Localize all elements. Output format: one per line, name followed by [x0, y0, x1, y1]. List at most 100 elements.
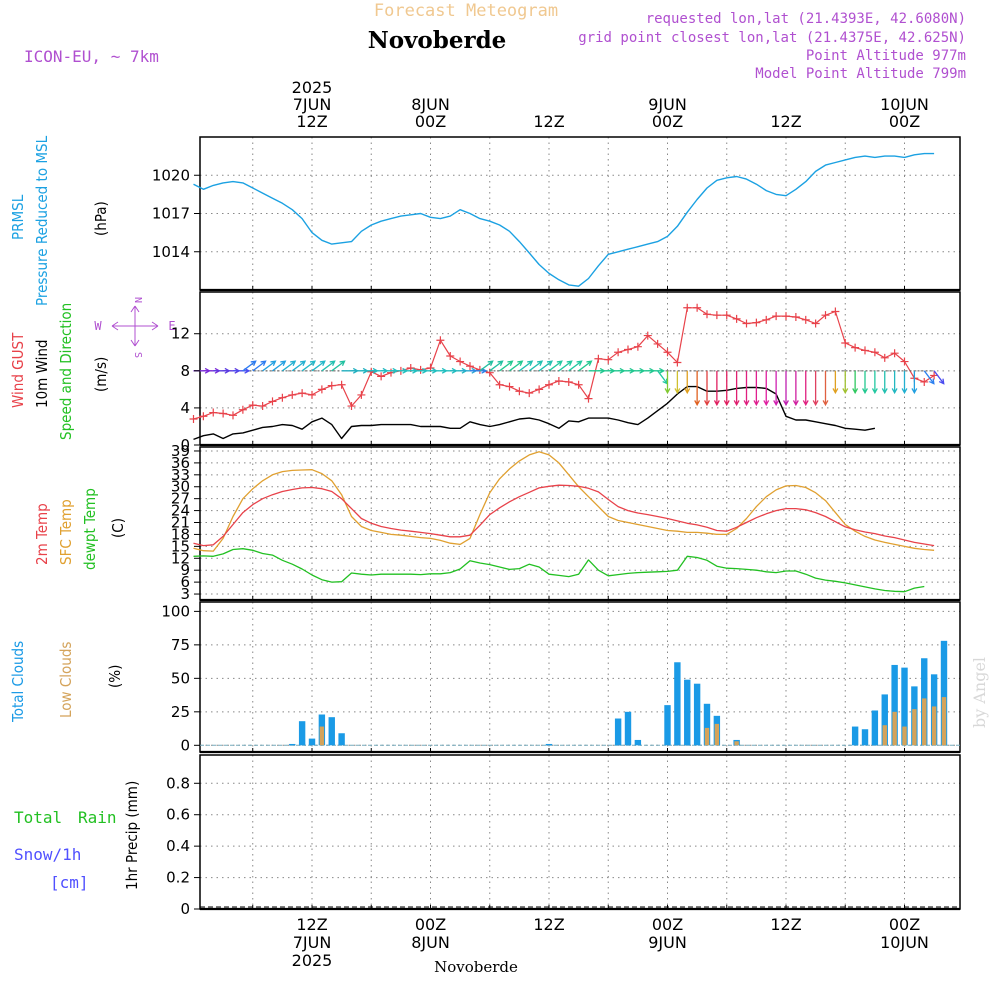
wind-arrow	[291, 360, 307, 372]
bottom-time-label: 2025	[292, 951, 333, 970]
ytick-label-precip: 0.2	[166, 869, 190, 887]
gust-marker	[416, 365, 425, 374]
ytick-label-pressure: 1014	[152, 243, 190, 261]
low-cloud-bar	[941, 697, 947, 746]
ytick-label-temperature: 6	[180, 573, 190, 591]
bottom-time-label: 12Z	[770, 915, 801, 934]
gust-marker	[870, 348, 879, 357]
ytick-label-temperature: 21	[171, 514, 190, 532]
wind-arrow	[832, 370, 839, 395]
total-cloud-bar	[684, 679, 691, 746]
total-cloud-bar	[891, 664, 898, 746]
top-time-label: 2025	[292, 78, 333, 97]
gust-marker	[554, 377, 563, 386]
wind-arrow	[802, 370, 809, 407]
gust-marker	[801, 315, 810, 324]
ytick-label-precip: 0.8	[166, 774, 190, 792]
wind-arrow	[331, 360, 346, 372]
wind-arrow	[783, 370, 789, 407]
gust-marker	[821, 311, 830, 320]
gust-marker	[209, 408, 218, 417]
ytick-label-precip: 0.6	[166, 806, 190, 824]
wind-arrow	[301, 360, 317, 372]
wind-arrow	[862, 370, 868, 395]
top-time-label: 8JUN	[411, 95, 450, 114]
ytick-label-temperature: 39	[171, 442, 190, 460]
gust-marker	[811, 319, 820, 328]
ytick-label-temperature: 15	[171, 537, 190, 555]
chart-marks	[189, 152, 960, 746]
footer-location: Novoberde	[434, 958, 518, 976]
label-pressure-msl: Pressure Reduced to MSL	[33, 135, 51, 306]
wind-arrow	[842, 370, 849, 395]
compass-west: W	[94, 319, 102, 333]
total-cloud-bar	[328, 717, 335, 746]
label-hpa: (hPa)	[92, 201, 110, 236]
gust-marker	[614, 348, 623, 357]
gust-marker	[317, 385, 326, 394]
label-2m-temp: 2m Temp	[33, 503, 51, 565]
ytick-label-temperature: 36	[171, 454, 190, 472]
ytick-label-pressure: 1020	[152, 166, 190, 184]
gust-marker	[920, 377, 929, 386]
total-cloud-bar	[614, 718, 622, 746]
low-cloud-bar	[892, 711, 897, 746]
wind-arrow	[733, 370, 740, 407]
total-cloud-bar	[881, 694, 888, 746]
label-wind-gust: Wind GUST	[9, 332, 27, 408]
compass-south: S	[132, 352, 143, 358]
top-time-label: 00Z	[415, 112, 446, 131]
gust-marker	[841, 339, 850, 347]
gust-marker	[219, 409, 228, 418]
total-cloud-bar	[901, 667, 908, 746]
bottom-time-label: 8JUN	[411, 933, 450, 952]
total-cloud-bar	[703, 703, 711, 746]
top-time-label: 7JUN	[293, 95, 332, 114]
wind-arrow	[647, 367, 666, 374]
total-cloud-bar	[634, 739, 642, 746]
wind-arrow	[489, 360, 504, 372]
gust-marker	[752, 318, 761, 327]
bottom-time-label: 7JUN	[293, 933, 332, 952]
gust-marker	[643, 331, 652, 340]
gust-marker	[633, 342, 642, 351]
label-sfc-temp: SFC Temp	[57, 499, 75, 565]
gust-marker	[594, 354, 603, 363]
wind-arrow	[694, 370, 701, 407]
label-percent: (%)	[106, 665, 124, 688]
gust-marker	[436, 336, 445, 345]
total-cloud-bar	[871, 710, 879, 746]
label-low-clouds: Low Clouds	[57, 642, 75, 718]
gust-marker	[525, 389, 534, 398]
ytick-label-clouds: 0	[180, 736, 190, 754]
wind-arrow	[262, 360, 277, 372]
wind-arrow	[704, 370, 710, 407]
compass-arrows	[111, 305, 159, 347]
gust-marker	[604, 355, 613, 364]
gust-marker	[505, 382, 514, 391]
gust-marker	[367, 367, 376, 376]
low-cloud-bar	[882, 725, 887, 746]
label-total-clouds: Total Clouds	[9, 641, 27, 723]
gust-marker	[712, 311, 721, 320]
gust-marker	[732, 314, 741, 323]
sfc-temp-line	[193, 451, 935, 552]
wind-arrow	[518, 360, 534, 372]
wind-arrow	[499, 360, 514, 372]
top-time-label: 12Z	[296, 112, 327, 131]
gust-marker	[693, 303, 702, 312]
low-cloud-bar	[319, 726, 325, 746]
gust-marker	[347, 402, 356, 411]
low-cloud-bar	[704, 727, 710, 746]
compass-east: E	[168, 319, 175, 333]
ytick-label-temperature: 24	[171, 502, 190, 520]
bottom-time-label: 00Z	[889, 915, 920, 934]
top-time-label: 12Z	[770, 112, 801, 131]
panel-frame-wind	[199, 291, 961, 446]
gust-marker	[762, 315, 771, 324]
wind-gust-line	[193, 307, 935, 420]
label-10m-wind: 10m Wind	[33, 340, 51, 409]
wind-arrow	[723, 370, 730, 407]
gust-marker	[782, 312, 790, 321]
ytick-label-temperature: 12	[171, 549, 190, 567]
